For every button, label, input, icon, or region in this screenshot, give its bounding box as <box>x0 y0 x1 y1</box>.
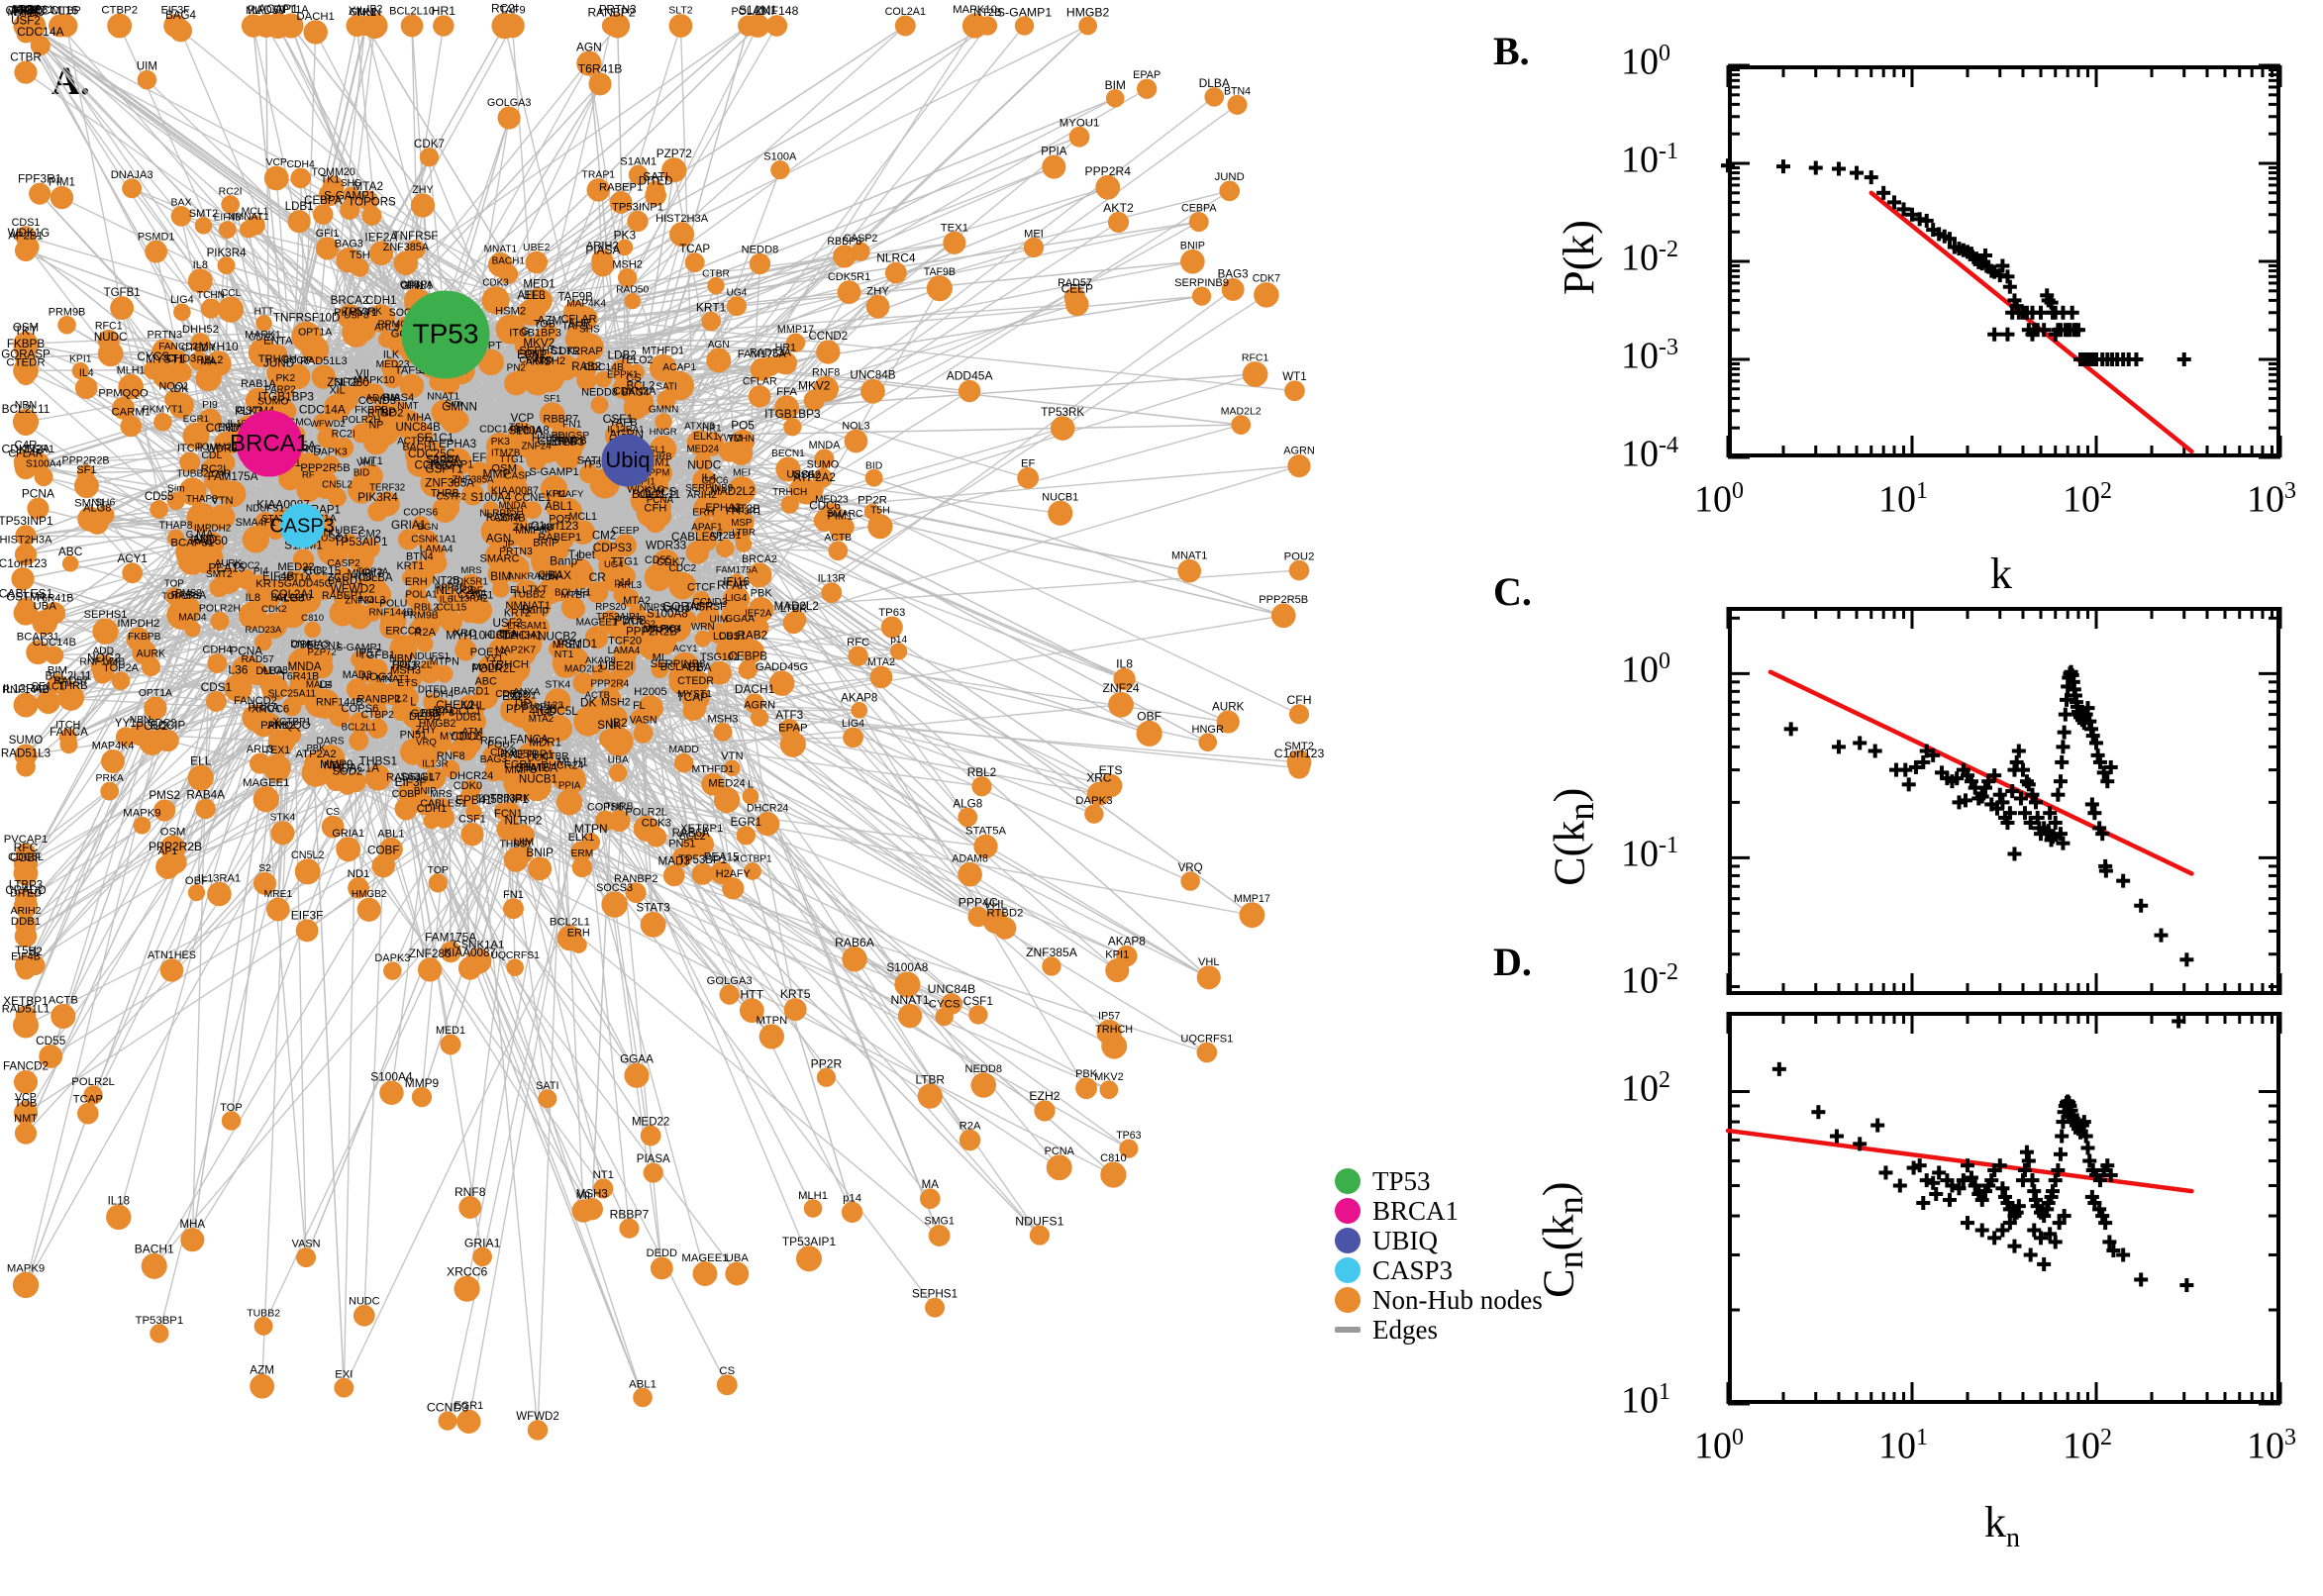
panel-b-ytick-2: 10-2 <box>1621 237 1678 279</box>
legend-item-tp53: TP53 <box>1335 1166 1543 1196</box>
legend-item-label: BRCA1 <box>1372 1195 1460 1226</box>
legend-item-non-hub-nodes: Non-Hub nodes <box>1335 1285 1543 1315</box>
hub-node-tp53: TP53 <box>401 290 490 379</box>
panel-d-ytick-1: 102 <box>1621 1066 1670 1110</box>
legend-item-label: Edges <box>1372 1314 1438 1345</box>
panel-letter-c: C. <box>1493 569 1532 614</box>
panel-d-data-points <box>1771 1014 2194 1293</box>
legend-item-label: Non-Hub nodes <box>1372 1284 1543 1315</box>
panel-letter-b: B. <box>1493 29 1530 73</box>
panel-b-ytick-4: 10-4 <box>1621 433 1678 475</box>
panel-b-xaxis-title: k <box>1990 549 2012 598</box>
legend-swatch-line <box>1335 1327 1361 1333</box>
panel-b-ytick-3: 10-3 <box>1621 335 1678 377</box>
panel-b-ytick-0: 100 <box>1621 41 1670 83</box>
panel-c-fit-line <box>1768 669 2194 876</box>
network-edge-layer <box>22 25 1300 1431</box>
panel-b-xtick-1: 101 <box>1878 478 1928 521</box>
network-node-layer <box>11 12 1312 1441</box>
legend-item-casp3: CASP3 <box>1335 1255 1543 1285</box>
panel-d-ticks <box>1726 1012 2282 1406</box>
legend-item-label: TP53 <box>1372 1165 1431 1196</box>
panel-b-ytick-1: 10-1 <box>1621 139 1678 181</box>
legend-item-edges: Edges <box>1335 1315 1543 1345</box>
legend-item-brca1: BRCA1 <box>1335 1196 1543 1226</box>
panel-d-ytick-2: 101 <box>1621 1379 1670 1422</box>
panel-d-ytick-0: 10-2 <box>1621 959 1678 1002</box>
panel-c-ytick-0: 100 <box>1621 648 1670 691</box>
panel-d-xaxis-title: kn <box>1984 1498 2020 1553</box>
legend-item-label: UBIQ <box>1372 1225 1438 1255</box>
panel-b-canvas <box>1721 63 2282 459</box>
panel-b-chart <box>1721 63 2282 459</box>
panel-c-chart <box>1726 607 2282 995</box>
panel-d-yaxis-title: Cn(kn) <box>1534 1181 1591 1298</box>
panel-d-chart <box>1725 1012 2282 1406</box>
panel-d-xtick-2: 102 <box>2063 1425 2112 1467</box>
panel-c-yaxis-title: C(kn) <box>1545 787 1602 886</box>
legend-item-label: CASP3 <box>1372 1254 1454 1285</box>
panel-b-yaxis-title: P(k) <box>1554 220 1603 295</box>
panel-c-data-points <box>1783 664 2194 967</box>
panel-b-data-points <box>1721 158 2191 366</box>
panel-d-xtick-1: 101 <box>1878 1425 1928 1467</box>
network-graph: ARL3TAF9BMAGEE1CDC14ADHCR24BanpGALG8TP53… <box>0 2 1324 1441</box>
panel-d-fit-line <box>1725 1128 2194 1194</box>
legend-swatch-dot <box>1335 1198 1361 1224</box>
panel-d-xtick-0: 100 <box>1694 1425 1744 1467</box>
panel-d-canvas <box>1725 1012 2282 1406</box>
panel-d-xtick-3: 103 <box>2247 1425 2296 1467</box>
hub-node-ubiq: Ubiq <box>601 434 655 487</box>
network-legend: TP53 BRCA1 UBIQ CASP3 Non-Hub nodes Edges <box>1335 1166 1543 1345</box>
panel-letter-d: D. <box>1493 940 1532 984</box>
legend-swatch-dot <box>1335 1257 1361 1283</box>
panel-c-ticks <box>1726 607 2282 995</box>
panel-c-ytick-1: 10-1 <box>1621 833 1678 876</box>
panel-c-canvas <box>1726 607 2282 995</box>
panel-a-network: ARL3TAF9BMAGEE1CDC14ADHCR24BanpGALG8TP53… <box>0 2 1324 1441</box>
legend-swatch-dot <box>1335 1287 1361 1313</box>
legend-swatch-dot <box>1335 1168 1361 1194</box>
legend-item-ubiq: UBIQ <box>1335 1226 1543 1255</box>
legend-swatch-dot <box>1335 1228 1361 1253</box>
panel-b-xtick-2: 102 <box>2063 478 2112 521</box>
panel-b-fit-line <box>1868 190 2194 454</box>
panel-b-xtick-3: 103 <box>2247 478 2296 521</box>
panel-b-ticks <box>1726 63 2282 459</box>
panel-b-xtick-0: 100 <box>1694 478 1744 521</box>
